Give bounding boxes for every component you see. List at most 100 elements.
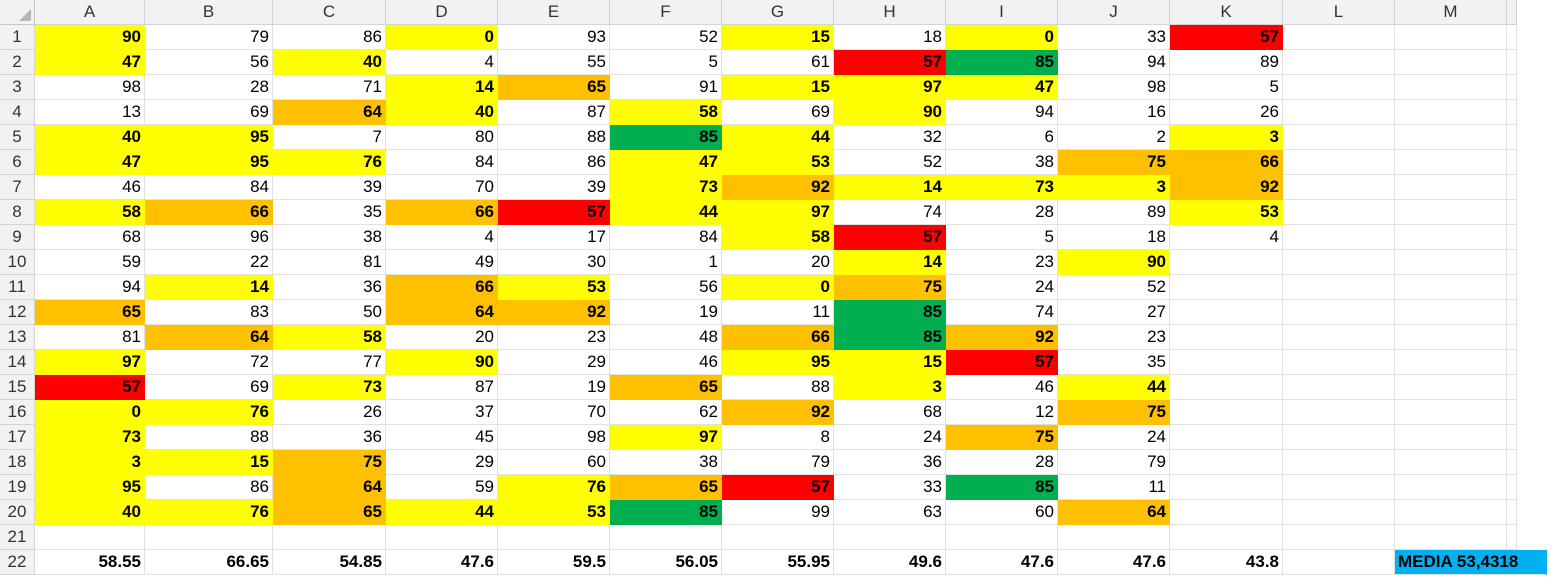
cell-a10[interactable]: 59 [35, 250, 145, 275]
cell-i12[interactable]: 74 [946, 300, 1058, 325]
cell-k11[interactable] [1170, 275, 1283, 300]
cell-g7[interactable]: 92 [722, 175, 834, 200]
cell-k17[interactable] [1170, 425, 1283, 450]
cell-g12[interactable]: 11 [722, 300, 834, 325]
media-cell-m22[interactable]: MEDIA 53,4318 [1395, 550, 1547, 575]
cell-h19[interactable]: 33 [834, 475, 946, 500]
cell-m8[interactable] [1395, 200, 1507, 225]
cell-l6[interactable] [1283, 150, 1395, 175]
cell-c4[interactable]: 64 [273, 100, 386, 125]
cell-d5[interactable]: 80 [386, 125, 498, 150]
cell-g21[interactable] [722, 525, 834, 550]
average-cell-c22[interactable]: 54.85 [273, 550, 386, 575]
cell-d7[interactable]: 70 [386, 175, 498, 200]
cell-c5[interactable]: 7 [273, 125, 386, 150]
cell-g18[interactable]: 79 [722, 450, 834, 475]
cell-l21[interactable] [1283, 525, 1395, 550]
cell-l17[interactable] [1283, 425, 1395, 450]
column-header-b[interactable]: B [145, 0, 273, 25]
cell-c17[interactable]: 36 [273, 425, 386, 450]
cell-m9[interactable] [1395, 225, 1507, 250]
cell-d6[interactable]: 84 [386, 150, 498, 175]
cell-c3[interactable]: 71 [273, 75, 386, 100]
cell-a21[interactable] [35, 525, 145, 550]
cell-m11[interactable] [1395, 275, 1507, 300]
row-header-6[interactable]: 6 [0, 150, 35, 175]
cell-l19[interactable] [1283, 475, 1395, 500]
cell-i21[interactable] [946, 525, 1058, 550]
cell-e14[interactable]: 29 [498, 350, 610, 375]
cell-n13[interactable] [1507, 325, 1517, 350]
row-header-2[interactable]: 2 [0, 50, 35, 75]
cell-c12[interactable]: 50 [273, 300, 386, 325]
row-header-15[interactable]: 15 [0, 375, 35, 400]
cell-k3[interactable]: 5 [1170, 75, 1283, 100]
cell-l18[interactable] [1283, 450, 1395, 475]
cell-c13[interactable]: 58 [273, 325, 386, 350]
cell-n11[interactable] [1507, 275, 1517, 300]
cell-j2[interactable]: 94 [1058, 50, 1170, 75]
cell-j13[interactable]: 23 [1058, 325, 1170, 350]
cell-g2[interactable]: 61 [722, 50, 834, 75]
cell-j18[interactable]: 79 [1058, 450, 1170, 475]
cell-k21[interactable] [1170, 525, 1283, 550]
column-header-j[interactable]: J [1058, 0, 1170, 25]
cell-b17[interactable]: 88 [145, 425, 273, 450]
average-cell-g22[interactable]: 55.95 [722, 550, 834, 575]
cell-i4[interactable]: 94 [946, 100, 1058, 125]
cell-d8[interactable]: 66 [386, 200, 498, 225]
cell-i1[interactable]: 0 [946, 25, 1058, 50]
cell-c8[interactable]: 35 [273, 200, 386, 225]
cell-k10[interactable] [1170, 250, 1283, 275]
cell-j20[interactable]: 64 [1058, 500, 1170, 525]
row-header-10[interactable]: 10 [0, 250, 35, 275]
cell-a2[interactable]: 47 [35, 50, 145, 75]
cell-d2[interactable]: 4 [386, 50, 498, 75]
average-cell-a22[interactable]: 58.55 [35, 550, 145, 575]
cell-l12[interactable] [1283, 300, 1395, 325]
cell-g11[interactable]: 0 [722, 275, 834, 300]
cell-g15[interactable]: 88 [722, 375, 834, 400]
cell-a18[interactable]: 3 [35, 450, 145, 475]
cell-a9[interactable]: 68 [35, 225, 145, 250]
cell-m17[interactable] [1395, 425, 1507, 450]
cell-e21[interactable] [498, 525, 610, 550]
cell-h12[interactable]: 85 [834, 300, 946, 325]
cell-j11[interactable]: 52 [1058, 275, 1170, 300]
column-header-a[interactable]: A [35, 0, 145, 25]
row-header-7[interactable]: 7 [0, 175, 35, 200]
row-header-9[interactable]: 9 [0, 225, 35, 250]
row-header-17[interactable]: 17 [0, 425, 35, 450]
cell-e15[interactable]: 19 [498, 375, 610, 400]
cell-k15[interactable] [1170, 375, 1283, 400]
cell-d4[interactable]: 40 [386, 100, 498, 125]
cell-m14[interactable] [1395, 350, 1507, 375]
cell-m12[interactable] [1395, 300, 1507, 325]
cell-f1[interactable]: 52 [610, 25, 722, 50]
cell-b21[interactable] [145, 525, 273, 550]
cell-e2[interactable]: 55 [498, 50, 610, 75]
cell-h4[interactable]: 90 [834, 100, 946, 125]
cell-i20[interactable]: 60 [946, 500, 1058, 525]
cell-d14[interactable]: 90 [386, 350, 498, 375]
cell-b20[interactable]: 76 [145, 500, 273, 525]
cell-l11[interactable] [1283, 275, 1395, 300]
cell-g8[interactable]: 97 [722, 200, 834, 225]
cell-e5[interactable]: 88 [498, 125, 610, 150]
cell-d9[interactable]: 4 [386, 225, 498, 250]
cell-m5[interactable] [1395, 125, 1507, 150]
cell-l14[interactable] [1283, 350, 1395, 375]
cell-i9[interactable]: 5 [946, 225, 1058, 250]
cell-j1[interactable]: 33 [1058, 25, 1170, 50]
cell-n18[interactable] [1507, 450, 1517, 475]
cell-c16[interactable]: 26 [273, 400, 386, 425]
cell-l4[interactable] [1283, 100, 1395, 125]
cell-b6[interactable]: 95 [145, 150, 273, 175]
cell-g14[interactable]: 95 [722, 350, 834, 375]
cell-f15[interactable]: 65 [610, 375, 722, 400]
cell-d20[interactable]: 44 [386, 500, 498, 525]
cell-l20[interactable] [1283, 500, 1395, 525]
cell-a19[interactable]: 95 [35, 475, 145, 500]
cell-e16[interactable]: 70 [498, 400, 610, 425]
average-cell-j22[interactable]: 47.6 [1058, 550, 1170, 575]
